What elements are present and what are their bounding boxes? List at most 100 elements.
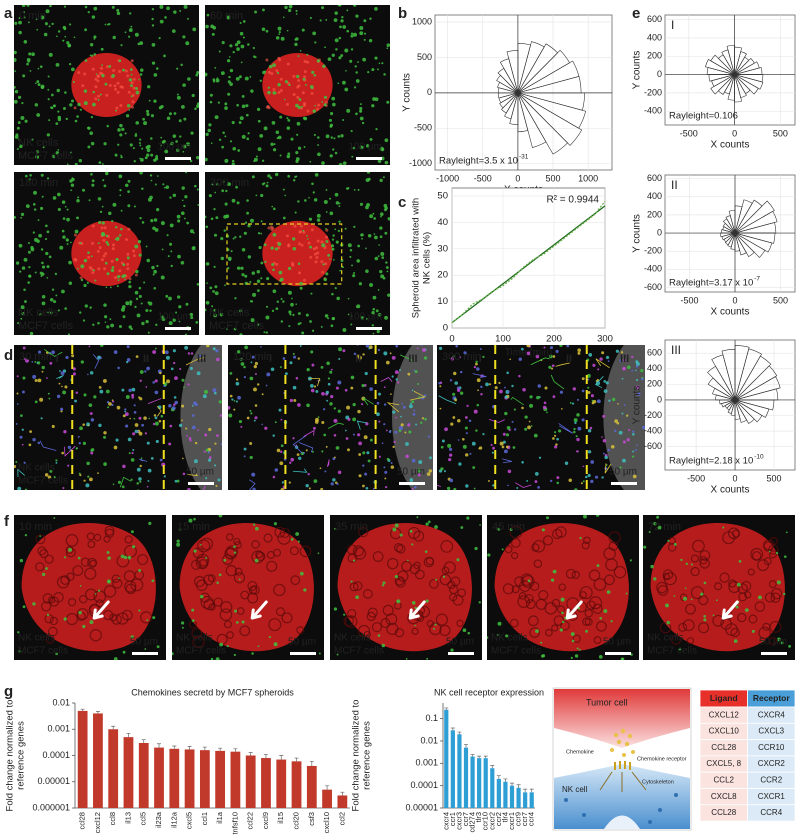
cell <box>138 431 143 436</box>
cell <box>52 196 57 200</box>
cell <box>89 131 93 135</box>
cell <box>480 393 483 396</box>
cell <box>234 43 239 47</box>
cell <box>509 528 513 531</box>
cell-texture <box>83 72 87 76</box>
cell <box>614 429 617 433</box>
nk-cell-label: NK cell <box>562 785 588 794</box>
cell <box>384 160 389 165</box>
cell <box>372 332 375 335</box>
cell <box>367 234 372 238</box>
cell-texture <box>679 593 688 602</box>
cell <box>548 354 553 359</box>
cell-texture <box>233 537 241 546</box>
cell <box>249 442 253 445</box>
cell <box>311 182 314 186</box>
cell <box>292 352 295 355</box>
cell-texture <box>96 75 100 79</box>
cell <box>338 56 342 60</box>
cell <box>390 462 393 465</box>
cell <box>360 316 365 320</box>
time-label: 72 min <box>648 521 681 533</box>
cell <box>377 348 381 352</box>
cell <box>323 277 327 282</box>
cell <box>126 358 131 362</box>
cell <box>615 349 620 353</box>
y-tick-label: 0.01 <box>420 735 438 745</box>
region-label: II <box>143 353 149 365</box>
cell <box>461 437 465 441</box>
cell <box>393 440 396 444</box>
cell-texture <box>103 585 117 598</box>
cell-texture <box>219 608 233 621</box>
cell <box>148 99 151 102</box>
cell <box>673 542 677 546</box>
cell <box>316 218 321 222</box>
arrow <box>250 600 268 620</box>
x-tick-label: -500 <box>687 473 705 483</box>
cell-texture <box>426 619 435 628</box>
cell <box>124 410 127 413</box>
cell <box>256 279 261 283</box>
cell <box>632 432 635 436</box>
cell-texture <box>271 226 275 230</box>
cell <box>117 279 120 282</box>
cell <box>159 458 163 462</box>
cell <box>417 468 422 473</box>
cell <box>139 480 142 483</box>
cell <box>42 146 45 149</box>
table-cell: CCL28 <box>711 808 736 817</box>
cell <box>604 455 608 460</box>
cell <box>14 89 19 94</box>
cell <box>369 137 373 141</box>
cell <box>146 485 149 488</box>
rose-petal <box>706 67 735 75</box>
cell <box>325 390 329 394</box>
table-cell: CXCL10 <box>709 727 740 736</box>
cell <box>269 176 273 180</box>
cell <box>17 322 20 325</box>
cell <box>549 346 554 350</box>
cell <box>211 32 215 36</box>
cell <box>183 117 187 121</box>
y-tick-label: 600 <box>647 348 662 358</box>
cell <box>295 9 298 13</box>
cell <box>473 487 476 490</box>
cell <box>224 284 226 287</box>
legend-mcf7: MCF7 cells <box>176 646 226 657</box>
cell <box>14 99 18 104</box>
cell <box>272 434 275 437</box>
cell <box>502 440 506 444</box>
bar <box>215 750 226 808</box>
cell <box>220 71 225 76</box>
cell <box>251 175 255 179</box>
cell <box>350 34 354 38</box>
cell <box>254 372 257 376</box>
cell-texture <box>110 259 114 263</box>
y-tick-label: -400 <box>644 106 662 116</box>
cell <box>128 78 133 82</box>
cell <box>323 103 327 107</box>
error-bar <box>202 746 207 751</box>
cell <box>653 522 657 526</box>
cell <box>284 194 287 197</box>
track <box>326 459 330 467</box>
rose-petal <box>517 43 531 93</box>
cell <box>346 29 350 33</box>
cell <box>715 599 718 602</box>
cell-texture <box>762 622 771 631</box>
cell <box>556 481 560 485</box>
cell <box>188 437 192 440</box>
cell <box>118 174 123 179</box>
cell <box>162 183 165 186</box>
cell <box>424 417 427 421</box>
cell <box>552 395 556 399</box>
cell <box>55 151 60 155</box>
cell <box>144 370 147 373</box>
cell <box>127 190 130 193</box>
cell <box>464 416 468 419</box>
cell <box>159 371 162 375</box>
cell <box>51 22 54 26</box>
cell <box>362 57 367 62</box>
cell <box>231 198 236 203</box>
